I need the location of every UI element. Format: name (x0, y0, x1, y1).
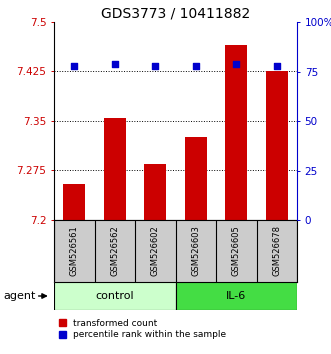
Text: GSM526562: GSM526562 (110, 225, 119, 276)
Bar (104, 118, 126, 220)
Point (193, 63, 198, 68)
Legend: transformed count, percentile rank within the sample: transformed count, percentile rank withi… (59, 319, 226, 339)
Text: control: control (95, 291, 134, 301)
Bar (225, 45, 247, 220)
Bar (144, 164, 166, 220)
Point (71, 63, 77, 68)
Text: GSM526603: GSM526603 (191, 225, 200, 276)
Bar (185, 137, 207, 220)
Text: GSM526678: GSM526678 (272, 225, 281, 276)
Point (112, 61, 118, 67)
Bar (175, 282, 297, 310)
Point (153, 63, 158, 68)
Point (274, 63, 279, 68)
Bar (63, 184, 85, 220)
Text: GSM526605: GSM526605 (232, 225, 241, 276)
Bar (265, 72, 288, 220)
Bar (54, 282, 175, 310)
Title: GDS3773 / 10411882: GDS3773 / 10411882 (101, 7, 250, 21)
Point (234, 61, 239, 67)
Text: GSM526561: GSM526561 (70, 225, 79, 276)
Text: IL-6: IL-6 (226, 291, 246, 301)
Text: agent: agent (3, 291, 36, 301)
Text: GSM526602: GSM526602 (151, 225, 160, 276)
